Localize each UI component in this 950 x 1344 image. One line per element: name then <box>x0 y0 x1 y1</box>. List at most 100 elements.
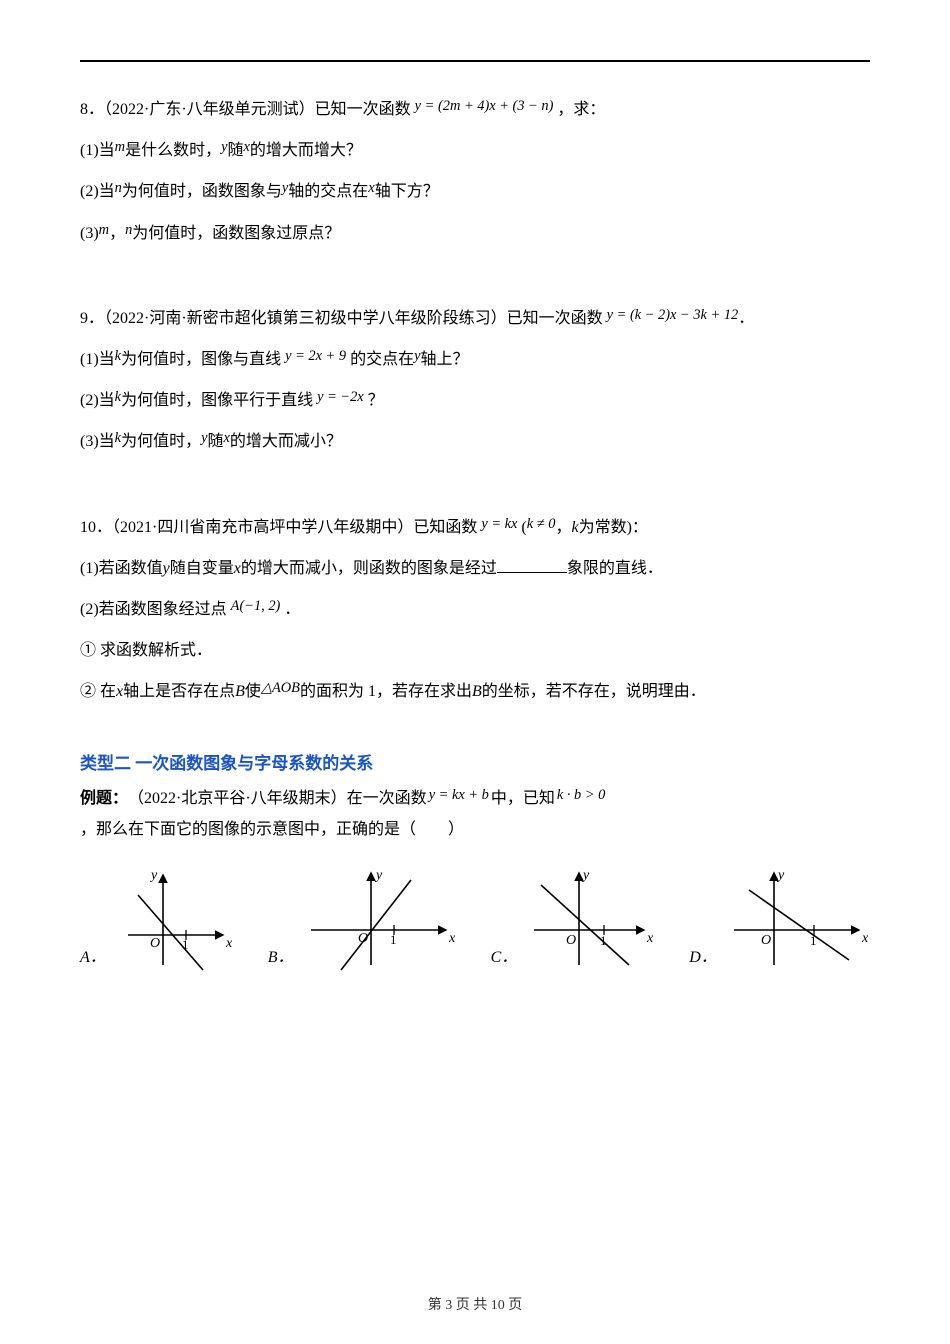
problem-10: 10．（2021·四川省南充市高坪中学八年级期中）已知函数 y = kx ( k… <box>80 510 870 710</box>
p8-q2d: 轴下方？ <box>375 174 439 209</box>
svg-text:O: O <box>358 931 368 946</box>
p9-q3a: (3)当 <box>80 424 115 459</box>
p9-q1v2: y <box>414 341 420 373</box>
p9-q1a: (1)当 <box>80 342 115 377</box>
p9-q1c: 的交点在 <box>350 342 414 377</box>
p10-sub2e: 的坐标，若不存在，说明理由． <box>482 674 706 709</box>
page-footer: 第 3 页 共 10 页 <box>0 1294 950 1314</box>
p8-q1c: 随 <box>227 133 243 168</box>
p8-q3c: 为何值时，函数图象过原点？ <box>132 216 340 251</box>
svg-text:x: x <box>448 931 456 946</box>
svg-text:x: x <box>646 931 654 946</box>
p9-q2v1: k <box>115 382 121 414</box>
p8-q1b: 是什么数时， <box>125 133 221 168</box>
p8-q2a: (2)当 <box>80 174 115 209</box>
p8-func: y = (2m + 4)x + (3 − n) <box>415 91 554 123</box>
p9-q3d: 的增大而减小？ <box>230 424 342 459</box>
p9-prefix: 9．（2022·河南·新密市超化镇第三初级中学八年级阶段练习）已知一次函数 <box>80 301 603 336</box>
p8-q1d: 的增大而增大？ <box>250 133 362 168</box>
svg-text:y: y <box>581 868 590 883</box>
p10-prefix: 10．（2021·四川省南充市高坪中学八年级期中）已知函数 <box>80 510 477 545</box>
p8-q1v3: x <box>244 132 250 164</box>
ex-expr: y = kx + b <box>429 782 489 809</box>
p10-q2a: (2)若函数图象经过点 <box>80 592 227 627</box>
origin-label: O <box>150 936 160 951</box>
svg-text:x: x <box>861 931 869 946</box>
p10-sub2c: 使 <box>245 674 261 709</box>
p10-q1v1: y <box>163 551 170 586</box>
p10-sub1: ① 求函数解析式． <box>80 633 212 668</box>
p10-sub2v3: B <box>472 674 482 709</box>
problem-9: 9．（2022·河南·新密市超化镇第三初级中学八年级阶段练习）已知一次函数 y … <box>80 301 870 460</box>
p8-q1v2: y <box>221 132 227 164</box>
p9-q3b: 为何值时， <box>121 424 201 459</box>
graph-b-icon: x y O 1 <box>296 865 461 975</box>
p9-q3v1: k <box>115 423 121 455</box>
p10-sub2b: 轴上是否存在点 <box>123 674 235 709</box>
svg-text:y: y <box>776 868 785 883</box>
axis-x-label: x <box>225 936 233 951</box>
problem-8: 8．（2022·广东·八年级单元测试）已知一次函数 y = (2m + 4)x … <box>80 92 870 251</box>
options-row: A． x y O 1 <box>80 865 870 975</box>
p8-prefix: 8．（2022·广东·八年级单元测试）已知一次函数 <box>80 92 411 127</box>
p10-cond2: k <box>571 510 578 545</box>
p10-func: y = kx <box>481 509 517 541</box>
p10-q1d: 象限的直线． <box>567 551 663 586</box>
graph-a-icon: x y O 1 <box>108 865 238 975</box>
p10-q2pt: A(−1, 2) <box>231 591 281 623</box>
p9-q2c: ？ <box>368 383 384 418</box>
p8-q2v3: x <box>368 173 374 205</box>
p10-sub2v2: B <box>235 674 245 709</box>
svg-text:1: 1 <box>390 932 397 947</box>
opt-c-label: C． <box>491 940 518 975</box>
section-2-title: 类型二 一次函数图象与字母系数的关系 <box>80 749 870 774</box>
blank-fill <box>497 554 567 573</box>
option-c: C． x y O 1 <box>491 865 660 975</box>
opt-a-label: A． <box>80 940 106 975</box>
option-d: D． x y O 1 <box>689 865 874 975</box>
p8-q2c: 轴的交点在 <box>288 174 368 209</box>
option-b: B． x y O 1 <box>268 865 461 975</box>
axis-y-label: y <box>149 868 158 883</box>
p9-suffix: ． <box>738 301 754 336</box>
p10-pmid: ， <box>555 510 571 545</box>
p8-q2v2: y <box>282 173 288 205</box>
p10-pend: 为常数)： <box>579 510 648 545</box>
p9-q1d: 轴上？ <box>420 342 468 377</box>
p9-q2e: y = −2x <box>317 382 364 414</box>
p9-q1b: 为何值时，图像与直线 <box>121 342 281 377</box>
p10-q1a: (1)若函数值 <box>80 551 163 586</box>
p10-sub2a: ② 在 <box>80 674 116 709</box>
p10-q1v2: x <box>234 551 241 586</box>
p8-q2v1: n <box>115 173 122 205</box>
p10-sub2tri: △AOB <box>261 673 300 705</box>
ex-label: 例题： <box>80 784 128 814</box>
ex-b: 中，已知 <box>491 784 555 814</box>
p8-q3a: (3) <box>80 216 99 251</box>
ex-cond: k · b > 0 <box>557 782 605 809</box>
example-problem: 例题： （2022·北京平谷·八年级期末）在一次函数 y = kx + b 中，… <box>80 784 870 975</box>
p8-q1a: (1)当 <box>80 133 115 168</box>
p9-q1v1: k <box>115 341 121 373</box>
opt-b-label: B． <box>268 940 294 975</box>
p8-q3v1: m <box>99 215 109 247</box>
p9-q2a: (2)当 <box>80 383 115 418</box>
p9-q2b: 为何值时，图像平行于直线 <box>121 383 313 418</box>
p9-q3v2: y <box>201 423 207 455</box>
p10-sub2d: 的面积为 1，若存在求出 <box>300 674 472 709</box>
graph-c-icon: x y O 1 <box>519 865 659 975</box>
option-a: A． x y O 1 <box>80 865 238 975</box>
svg-text:O: O <box>566 933 576 948</box>
p10-q1c: 的增大而减小，则函数的图象是经过 <box>241 551 497 586</box>
p10-q2b: ． <box>284 592 300 627</box>
p8-q1v1: m <box>115 132 125 164</box>
p9-q3v3: x <box>223 423 229 455</box>
p9-func: y = (k − 2)x − 3k + 12 <box>607 300 739 332</box>
p8-q3v2: n <box>125 215 132 247</box>
ex-c: ，那么在下面它的图像的示意图中，正确的是（ ） <box>80 815 464 845</box>
p8-suffix: ，求： <box>557 92 605 127</box>
graph-d-icon: x y O 1 <box>719 865 874 975</box>
svg-text:O: O <box>761 933 771 948</box>
p10-sub2v1: x <box>116 674 123 709</box>
svg-text:y: y <box>374 868 383 883</box>
